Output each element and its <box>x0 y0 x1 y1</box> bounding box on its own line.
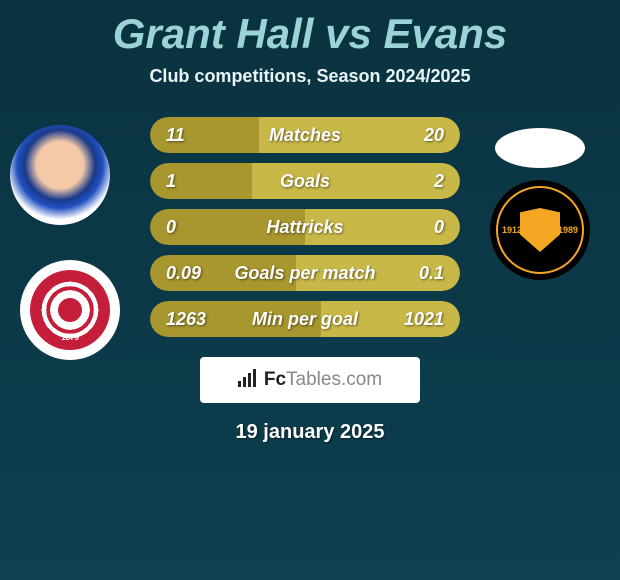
stat-value-right: 0.1 <box>419 263 444 284</box>
stat-label: Goals <box>150 171 460 192</box>
club-left-badge: 1879 <box>20 260 120 360</box>
brand-text: FcTables.com <box>264 369 382 391</box>
date: 19 january 2025 <box>20 421 600 444</box>
stat-value-right: 2 <box>434 171 444 192</box>
club-right-badge: 1912 1989 <box>490 180 590 280</box>
club-left-year: 1879 <box>61 333 79 342</box>
brand-suffix: Tables.com <box>286 369 382 390</box>
stat-value-right: 20 <box>424 125 444 146</box>
club-right-year-left: 1912 <box>502 225 522 235</box>
club-right-year-right: 1989 <box>558 225 578 235</box>
stat-row: 11Matches20 <box>150 117 460 153</box>
subtitle: Club competitions, Season 2024/2025 <box>20 66 600 87</box>
stat-row: 0Hattricks0 <box>150 209 460 245</box>
stat-value-right: 1021 <box>404 309 444 330</box>
chart-icon <box>238 369 260 391</box>
player-left-avatar <box>10 125 110 225</box>
stat-row: 0.09Goals per match0.1 <box>150 255 460 291</box>
stat-label: Goals per match <box>150 263 460 284</box>
player-right-avatar <box>495 128 585 168</box>
stat-label: Hattricks <box>150 217 460 238</box>
stat-row: 1263Min per goal1021 <box>150 301 460 337</box>
stat-row: 1Goals2 <box>150 163 460 199</box>
brand-prefix: Fc <box>264 369 286 390</box>
page-title: Grant Hall vs Evans <box>20 10 600 58</box>
brand-box: FcTables.com <box>200 357 420 403</box>
stat-label: Matches <box>150 125 460 146</box>
stat-value-right: 0 <box>434 217 444 238</box>
stats-container: 11Matches20 1Goals2 0Hattricks0 0.09Goals p… <box>150 117 460 337</box>
